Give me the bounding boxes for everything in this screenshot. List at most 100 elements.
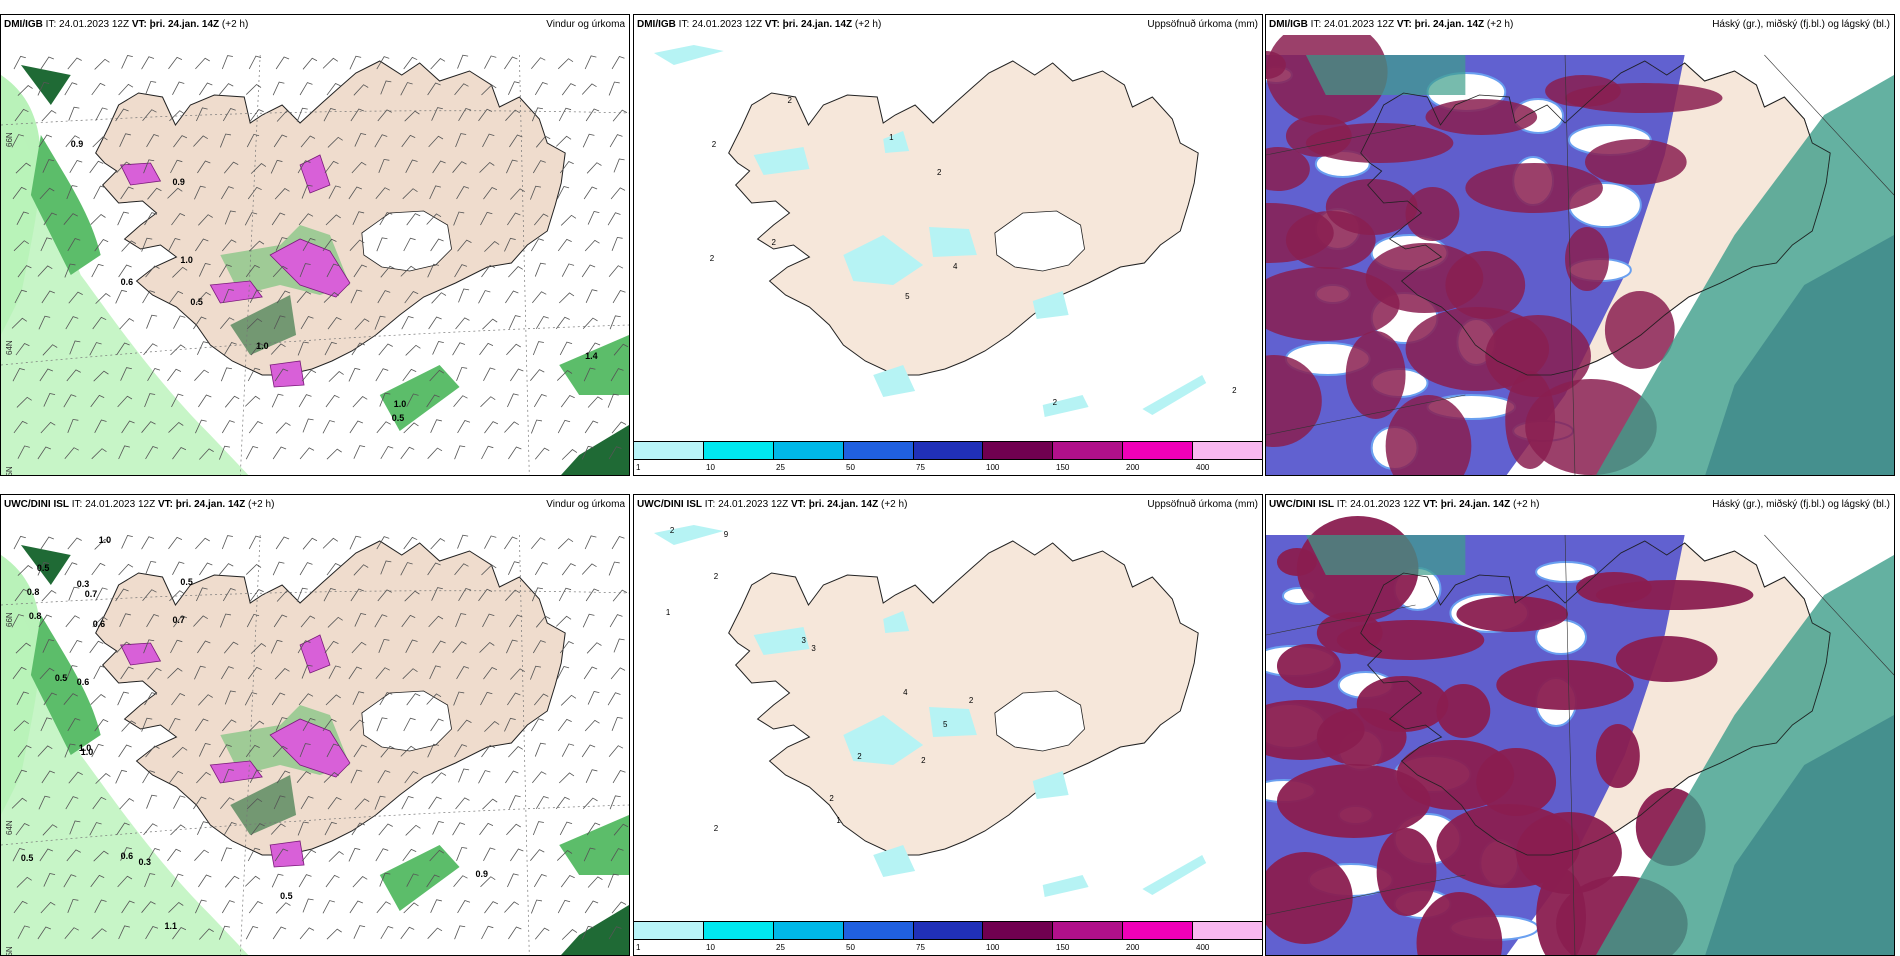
wind-barb bbox=[117, 211, 129, 226]
wind-barb bbox=[402, 188, 418, 200]
wind-barb bbox=[296, 771, 312, 783]
wind-barb bbox=[11, 134, 24, 148]
wind-barb bbox=[583, 847, 596, 862]
wind-barb bbox=[66, 665, 78, 680]
wind-barb bbox=[41, 770, 55, 784]
wind-barb bbox=[117, 395, 133, 408]
wind-barb bbox=[91, 82, 106, 96]
accum-precip-map[interactable]: 2 1 2 2 2 4 5 2 2 2 bbox=[634, 35, 1262, 476]
wind-barb bbox=[561, 263, 575, 277]
wind-barb bbox=[13, 900, 28, 914]
wind-barb bbox=[455, 613, 467, 628]
wind-barb bbox=[248, 420, 263, 434]
wind-barb bbox=[121, 240, 137, 252]
wind-barb bbox=[249, 109, 264, 122]
wind-barb bbox=[17, 445, 30, 459]
wind-barb bbox=[141, 717, 153, 732]
wind-precip-map[interactable]: 0.9 0.6 0.5 1.0 1.0 0.5 1.0 1.4 0.9 bbox=[1, 35, 629, 476]
glacier bbox=[361, 210, 452, 272]
wind-barb bbox=[249, 589, 264, 602]
wind-barb bbox=[94, 899, 107, 913]
wind-barb bbox=[609, 795, 621, 810]
wind-barb bbox=[250, 643, 267, 654]
map-panel-4[interactable]: UWC/DINI ISL IT: 24.01.2023 12Z VT: þri.… bbox=[633, 494, 1263, 956]
wind-barb bbox=[220, 186, 234, 200]
colorbar-tick: 100 bbox=[986, 463, 1000, 472]
precip-value: 0.3 bbox=[139, 857, 151, 867]
wind-barb bbox=[193, 615, 208, 627]
wind-barb bbox=[582, 133, 595, 148]
wind-barb bbox=[558, 107, 572, 122]
wind-precip-map[interactable]: 1.00.50.8 0.70.80.6 0.70.31.00.5 0.60.51.00… bbox=[1, 515, 629, 956]
wind-barb bbox=[118, 83, 134, 96]
map-area[interactable]: 2 1 2 2 2 4 5 2 2 2 1 10 25 50 75 100 150 200 400 bbox=[634, 35, 1262, 476]
precip-value: 0.6 bbox=[93, 619, 105, 629]
cloud-cover-map[interactable] bbox=[1266, 35, 1894, 476]
wind-barb bbox=[585, 289, 598, 304]
accum-value: 1 bbox=[666, 608, 671, 617]
wind-barb bbox=[172, 561, 185, 575]
wind-barb bbox=[400, 745, 416, 757]
wind-barb bbox=[94, 239, 109, 252]
wind-barb bbox=[350, 588, 364, 602]
wind-barb bbox=[245, 925, 259, 940]
map-panel-2[interactable]: DMI/IGB IT: 24.01.2023 12Z VT: þri. 24.j… bbox=[1265, 14, 1895, 476]
wind-barb bbox=[428, 135, 444, 148]
wind-barb bbox=[326, 82, 341, 96]
map-panel-0[interactable]: DMI/IGB IT: 24.01.2023 12Z VT: þri. 24.j… bbox=[0, 14, 630, 476]
wind-barb bbox=[507, 212, 521, 226]
wind-barb bbox=[556, 185, 570, 200]
wind-barb bbox=[297, 160, 311, 174]
low-cloud-area bbox=[1416, 892, 1503, 955]
wind-barb bbox=[557, 238, 572, 252]
wind-barb bbox=[613, 343, 629, 356]
wind-barb bbox=[144, 873, 156, 888]
map-area[interactable] bbox=[1266, 515, 1894, 956]
colorbar-tick: 100 bbox=[986, 943, 1000, 952]
map-panel-1[interactable]: DMI/IGB IT: 24.01.2023 12Z VT: þri. 24.j… bbox=[633, 14, 1263, 476]
wind-barb bbox=[353, 925, 366, 939]
wind-barb bbox=[454, 563, 469, 576]
wind-barb bbox=[223, 342, 237, 356]
wind-barb bbox=[115, 289, 127, 304]
wind-barb bbox=[170, 824, 186, 836]
wind-barb bbox=[224, 210, 236, 225]
low-cloud-area bbox=[1496, 660, 1634, 710]
map-area[interactable] bbox=[1266, 35, 1894, 476]
wind-barb bbox=[67, 537, 82, 550]
cloud-cover-map[interactable] bbox=[1266, 515, 1894, 956]
wind-barb bbox=[479, 161, 495, 173]
precip-value: 0.5 bbox=[37, 563, 49, 573]
map-area[interactable]: 0.9 0.6 0.5 1.0 1.0 0.5 1.0 1.4 0.9 66N 64N 65N … bbox=[1, 35, 629, 476]
map-panel-5[interactable]: UWC/DINI ISL IT: 24.01.2023 12Z VT: þri.… bbox=[1265, 494, 1895, 956]
wind-barb bbox=[119, 798, 135, 810]
accum-value: 2 bbox=[670, 526, 675, 535]
wind-barb bbox=[296, 107, 308, 122]
map-panel-3[interactable]: UWC/DINI ISL IT: 24.01.2023 12Z VT: þri.… bbox=[0, 494, 630, 956]
wind-barb bbox=[558, 587, 572, 602]
wind-barb bbox=[481, 84, 497, 96]
accum-precip-map[interactable]: 2921334252221221 bbox=[634, 515, 1262, 956]
accum-value: 3 bbox=[811, 644, 816, 653]
wind-barb bbox=[145, 265, 160, 278]
wind-barb bbox=[452, 822, 466, 836]
colorbar-tick: 150 bbox=[1056, 463, 1070, 472]
wind-barb bbox=[15, 642, 31, 654]
wind-barb bbox=[534, 82, 548, 96]
wind-barb bbox=[456, 666, 470, 680]
wind-barb bbox=[504, 56, 518, 70]
wind-barb bbox=[430, 238, 444, 252]
map-area[interactable]: 1.0 0.5 0.8 0.7 0.8 0.6 0.7 0.3 1.0 0.5 0.6 0.5 1.0 0… bbox=[1, 515, 629, 956]
wind-barb bbox=[533, 213, 549, 226]
wind-barb bbox=[478, 290, 491, 304]
wind-barb bbox=[406, 873, 419, 887]
wind-barb bbox=[558, 292, 575, 304]
wind-barb bbox=[147, 667, 162, 680]
wind-barb bbox=[581, 925, 594, 940]
wind-barb bbox=[116, 641, 132, 653]
low-cloud-area bbox=[1266, 147, 1310, 191]
wind-barb bbox=[429, 849, 445, 862]
wind-barb bbox=[93, 185, 106, 200]
wind-barb bbox=[250, 163, 267, 174]
